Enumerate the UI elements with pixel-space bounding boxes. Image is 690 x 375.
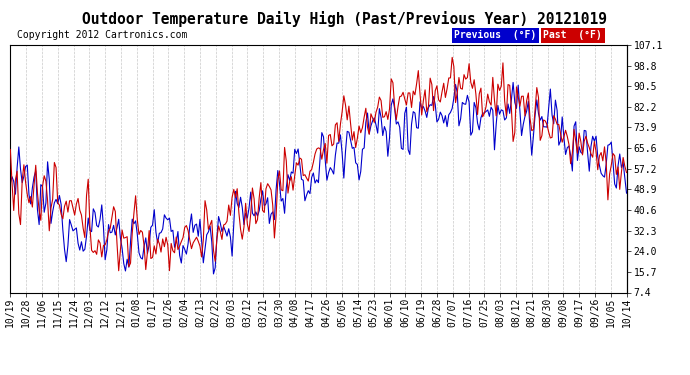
Text: Previous  (°F): Previous (°F) <box>454 30 536 40</box>
Text: Past  (°F): Past (°F) <box>543 30 602 40</box>
Text: Outdoor Temperature Daily High (Past/Previous Year) 20121019: Outdoor Temperature Daily High (Past/Pre… <box>83 11 607 27</box>
Text: Copyright 2012 Cartronics.com: Copyright 2012 Cartronics.com <box>17 30 187 40</box>
